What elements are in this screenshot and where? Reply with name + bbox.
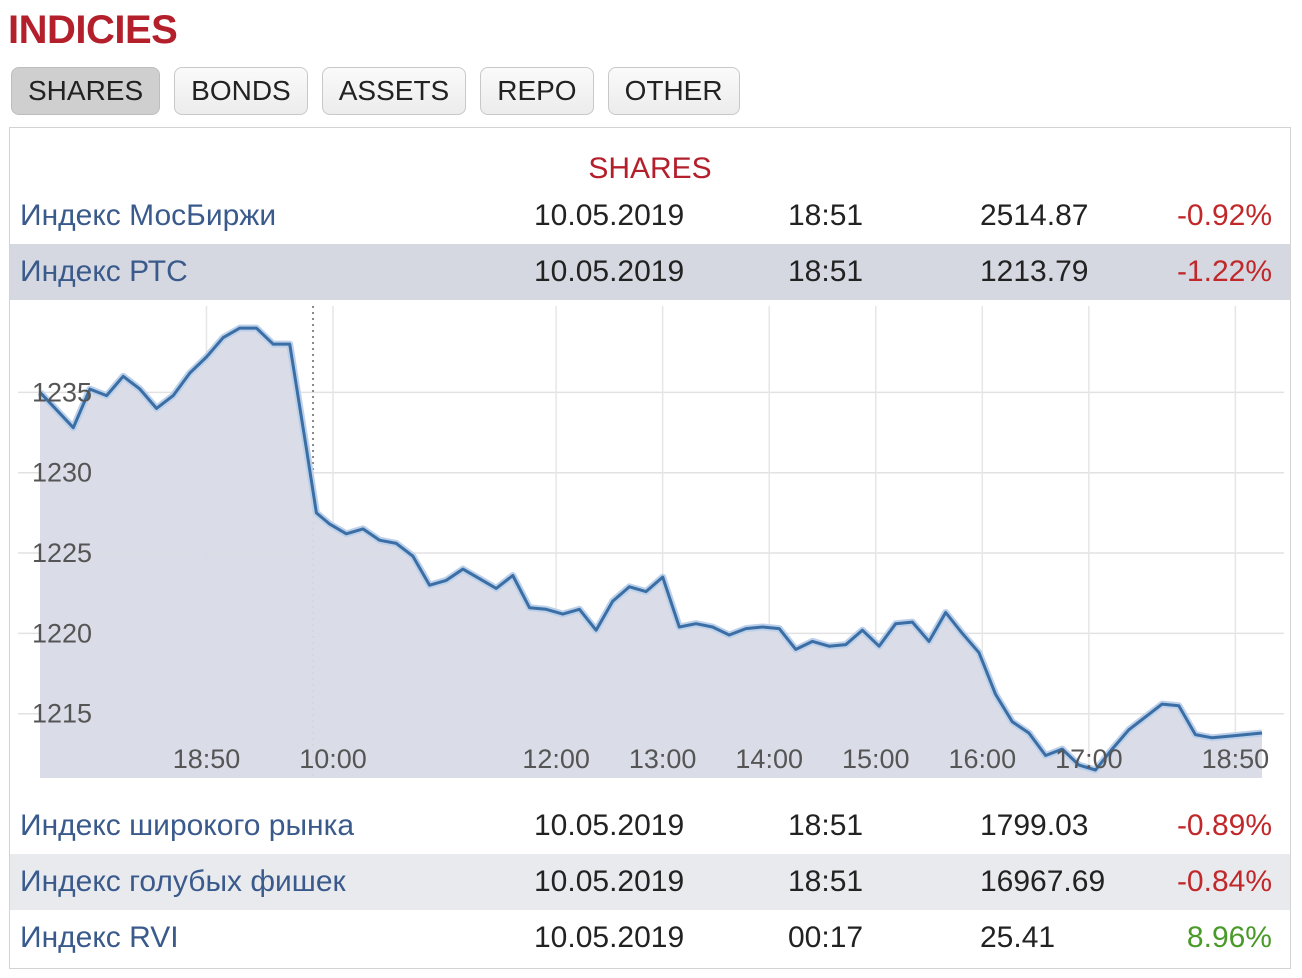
index-name[interactable]: Индекс РТС <box>20 255 188 288</box>
y-tick-label: 1235 <box>32 377 92 407</box>
index-date: 10.05.2019 <box>534 865 685 898</box>
index-date: 10.05.2019 <box>534 199 685 232</box>
x-tick-label: 13:00 <box>629 744 697 774</box>
index-value: 2514.87 <box>980 199 1089 232</box>
index-date: 10.05.2019 <box>534 255 685 288</box>
y-tick-label: 1215 <box>32 699 92 729</box>
x-tick-label: 14:00 <box>735 744 803 774</box>
section-title: SHARES <box>588 152 712 185</box>
y-tick-label: 1230 <box>32 458 92 488</box>
x-tick-label: 18:50 <box>1202 744 1270 774</box>
index-row-moex[interactable]: Индекс МосБиржи 10.05.2019 18:51 2514.87… <box>10 188 1290 244</box>
index-change: -0.89% <box>1176 809 1272 842</box>
indices-panel: SHARES Индекс МосБиржи 10.05.2019 18:51 … <box>9 127 1291 969</box>
index-time: 18:51 <box>788 865 864 898</box>
index-value: 1799.03 <box>980 809 1089 842</box>
tab-other[interactable]: OTHER <box>607 67 740 115</box>
tab-repo[interactable]: REPO <box>480 67 594 115</box>
index-change: 8.96% <box>1186 921 1272 954</box>
index-time: 18:51 <box>788 199 864 232</box>
index-change: -0.92% <box>1176 199 1272 232</box>
x-tick-label: 12:00 <box>522 744 590 774</box>
y-tick-label: 1225 <box>32 538 92 568</box>
index-name[interactable]: Индекс широкого рынка <box>20 809 355 842</box>
chart-area-fill <box>40 328 1262 778</box>
index-date: 10.05.2019 <box>534 921 685 954</box>
index-change: -0.84% <box>1176 865 1272 898</box>
index-change: -1.22% <box>1176 255 1272 288</box>
index-value: 25.41 <box>980 921 1056 954</box>
x-tick-label: 10:00 <box>299 744 367 774</box>
chart-line <box>38 326 1263 772</box>
index-value: 16967.69 <box>980 865 1106 898</box>
x-tick-label: 16:00 <box>949 744 1017 774</box>
tab-bar: SHARES BONDS ASSETS REPO OTHER <box>11 67 740 115</box>
index-name[interactable]: Индекс МосБиржи <box>20 199 277 232</box>
index-time: 18:51 <box>788 809 864 842</box>
tab-bonds[interactable]: BONDS <box>174 67 308 115</box>
x-tick-label: 17:00 <box>1055 744 1123 774</box>
index-date: 10.05.2019 <box>534 809 685 842</box>
index-row-rvi[interactable]: Индекс RVI 10.05.2019 00:17 25.41 8.96% <box>10 910 1290 966</box>
page-title: INDICIES <box>8 8 178 52</box>
rts-intraday-chart: 1215 1220 1225 1230 1235 18:50 10:00 12:00 13:00… <box>18 306 1284 778</box>
index-time: 00:17 <box>788 921 864 954</box>
chart-labels: 1215 1220 1225 1230 1235 18:50 10:00 12:00 13:00… <box>32 377 1269 774</box>
index-name[interactable]: Индекс RVI <box>20 921 179 954</box>
x-tick-label: 18:50 <box>173 744 241 774</box>
tab-shares[interactable]: SHARES <box>11 67 161 115</box>
index-name[interactable]: Индекс голубых фишек <box>20 865 346 898</box>
index-row-blue-chips[interactable]: Индекс голубых фишек 10.05.2019 18:51 16… <box>10 854 1290 910</box>
tab-assets[interactable]: ASSETS <box>321 67 467 115</box>
x-tick-label: 15:00 <box>842 744 910 774</box>
index-value: 1213.79 <box>980 255 1089 288</box>
index-time: 18:51 <box>788 255 864 288</box>
y-tick-label: 1220 <box>32 618 92 648</box>
index-row-rts[interactable]: Индекс РТС 10.05.2019 18:51 1213.79 -1.2… <box>10 244 1290 300</box>
index-row-broad-market[interactable]: Индекс широкого рынка 10.05.2019 18:51 1… <box>10 798 1290 854</box>
